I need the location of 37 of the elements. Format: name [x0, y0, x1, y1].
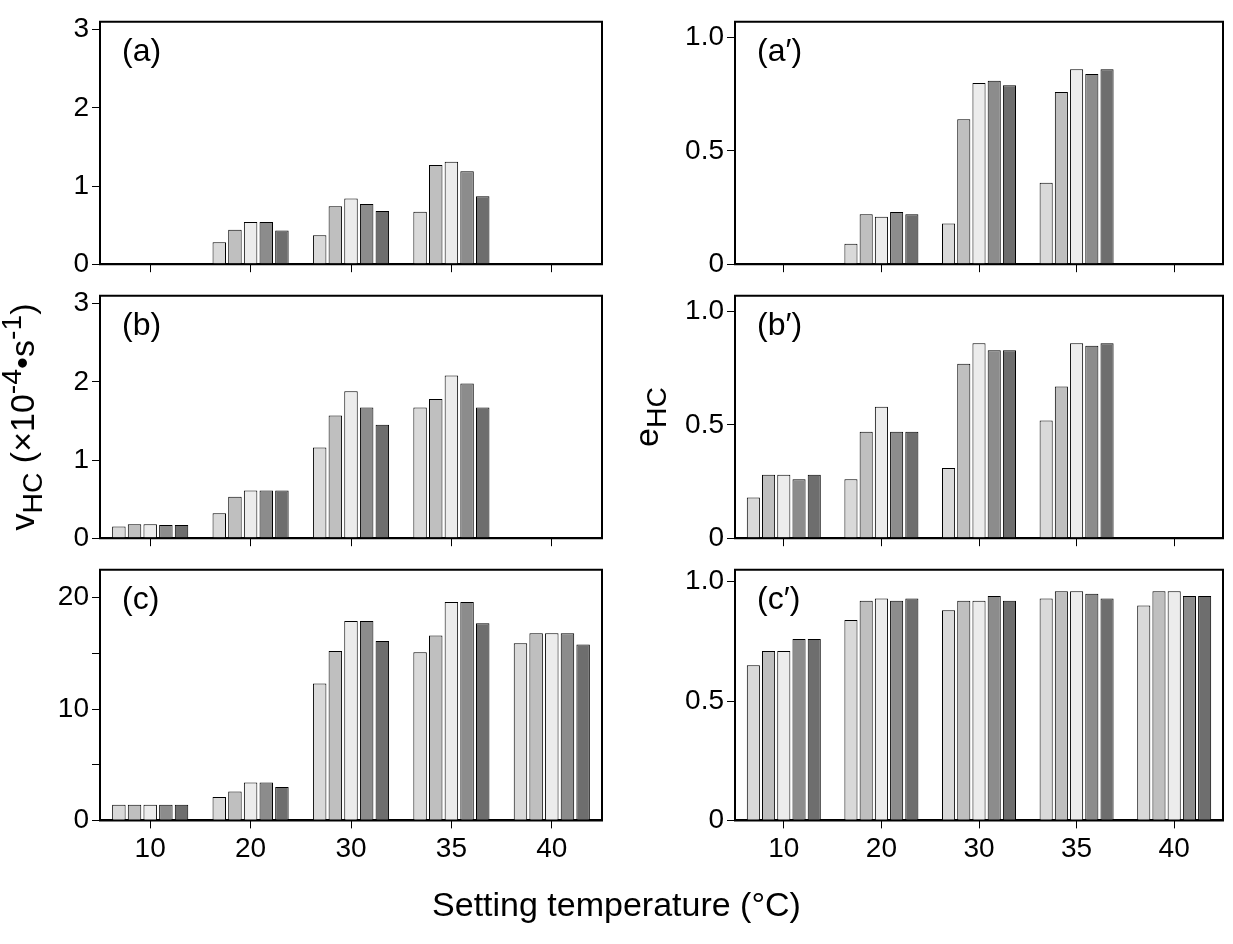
y-tick-label: 0 [708, 246, 724, 278]
annotation: (b′) [757, 305, 803, 342]
y-tick-label: 3 [73, 12, 89, 44]
x-axis-title: Setting temperature (°C) [431, 885, 802, 924]
x-tick-label: 40 [1158, 831, 1190, 863]
y-tick-label: 10 [57, 691, 89, 723]
y-tick-label: 0 [73, 803, 89, 835]
x-tick-label: 30 [335, 831, 367, 863]
annotation: (c) [122, 579, 160, 616]
y-tick-label: 0 [708, 520, 724, 552]
annotation: (c′) [757, 579, 801, 616]
y-tick-label: 1 [73, 168, 89, 200]
y-tick-label: 1.0 [685, 20, 724, 52]
y-tick-label: 2 [73, 364, 89, 396]
x-tick-label: 20 [235, 831, 267, 863]
y-tick-label: 1 [73, 442, 89, 474]
x-tick-label: 35 [1061, 831, 1093, 863]
y-tick-label: 0 [708, 803, 724, 835]
annotation: (b) [122, 305, 162, 342]
y-tick-label: 0.5 [685, 407, 724, 439]
x-tick-label: 35 [435, 831, 467, 863]
y-tick-label: 0 [73, 520, 89, 552]
y-tick-label: 2 [73, 90, 89, 122]
x-tick-label: 10 [134, 831, 166, 863]
y-tick-label: 0 [73, 246, 89, 278]
y-tick-label: 1.0 [685, 564, 724, 596]
annotation: (a′) [757, 31, 803, 68]
x-tick-label: 40 [536, 831, 568, 863]
y-tick-label: 3 [73, 286, 89, 318]
x-tick-label: 20 [865, 831, 897, 863]
x-tick-label: 30 [963, 831, 995, 863]
y-tick-label: 0.5 [685, 683, 724, 715]
annotation: (a) [122, 31, 162, 68]
y-tick-label: 1.0 [685, 294, 724, 326]
x-tick-label: 10 [768, 831, 800, 863]
y-tick-label: 0.5 [685, 133, 724, 165]
y-tick-label: 20 [57, 580, 89, 612]
